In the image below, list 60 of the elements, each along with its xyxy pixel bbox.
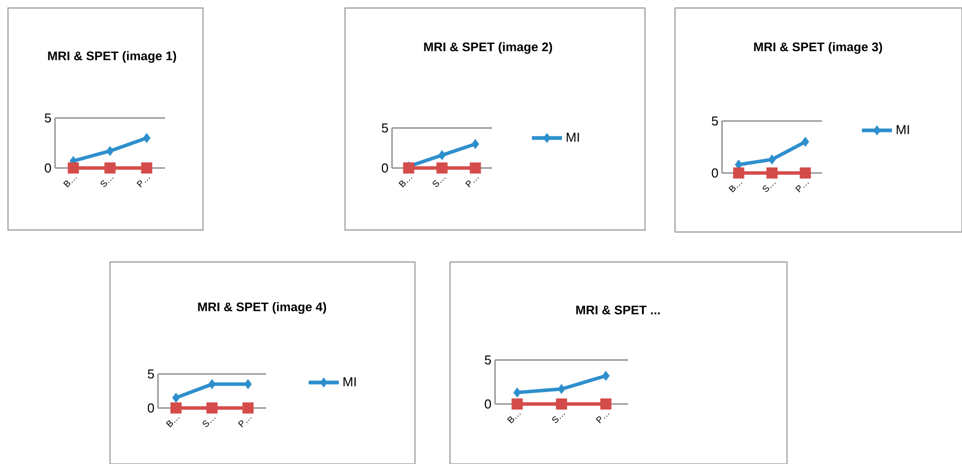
point xyxy=(104,162,116,174)
point xyxy=(558,384,566,394)
point xyxy=(800,167,811,179)
point xyxy=(768,154,776,165)
point xyxy=(766,167,778,179)
x-tick-label: P… xyxy=(596,414,610,424)
y-tick-label: 0 xyxy=(44,163,51,173)
point xyxy=(438,150,446,160)
point xyxy=(106,146,114,156)
y-tick-label: 0 xyxy=(484,399,491,409)
x-tick-label: B… xyxy=(507,414,521,424)
x-tick-label: S… xyxy=(100,178,114,187)
point xyxy=(403,162,414,174)
y-tick-label: 5 xyxy=(712,116,718,126)
x-tick-label: B… xyxy=(398,178,412,188)
x-tick-label: S… xyxy=(202,418,216,427)
x-tick-label: P… xyxy=(238,418,252,428)
point xyxy=(172,392,180,403)
x-tick-label: S… xyxy=(552,414,566,423)
x-tick-label: P… xyxy=(136,178,150,188)
point xyxy=(242,402,254,414)
y-tick-label: 5 xyxy=(484,355,491,364)
point xyxy=(170,402,182,414)
legend-label: MI xyxy=(896,125,909,134)
y-tick-label: 5 xyxy=(44,113,51,122)
chart-title: MRI & SPET (image 1) xyxy=(48,51,176,63)
chart-title: MRI & SPET (image 3) xyxy=(754,42,882,54)
point xyxy=(470,162,481,174)
chart-title: MRI & SPET (image 2) xyxy=(424,42,552,54)
point xyxy=(142,132,150,144)
y-tick-label: 5 xyxy=(148,369,154,378)
point xyxy=(512,398,523,410)
x-tick-label: B… xyxy=(166,418,180,428)
chart-title: MRI & SPET ... xyxy=(576,306,660,314)
x-tick-label: S… xyxy=(762,182,776,192)
point xyxy=(244,379,252,390)
x-tick-label: P… xyxy=(795,182,809,192)
chart-title: MRI & SPET (image 4) xyxy=(198,302,326,314)
point xyxy=(802,136,810,147)
point xyxy=(208,379,216,390)
legend-label: MI xyxy=(344,377,356,386)
point xyxy=(472,138,480,150)
y-tick-label: 0 xyxy=(148,403,154,413)
x-tick-label: P… xyxy=(465,178,479,188)
point xyxy=(600,398,612,410)
y-tick-label: 0 xyxy=(712,168,718,178)
y-tick-label: 5 xyxy=(382,123,388,132)
point xyxy=(141,162,152,174)
x-tick-label: B… xyxy=(728,182,742,192)
point xyxy=(513,387,521,398)
point xyxy=(602,370,610,381)
x-tick-label: S… xyxy=(432,178,446,187)
x-tick-label: B… xyxy=(63,178,77,188)
point xyxy=(206,402,218,414)
point xyxy=(436,162,448,174)
point xyxy=(556,398,568,410)
legend-label: MI xyxy=(566,132,579,142)
point xyxy=(733,167,744,179)
y-tick-label: 0 xyxy=(382,163,388,173)
point xyxy=(68,162,79,174)
